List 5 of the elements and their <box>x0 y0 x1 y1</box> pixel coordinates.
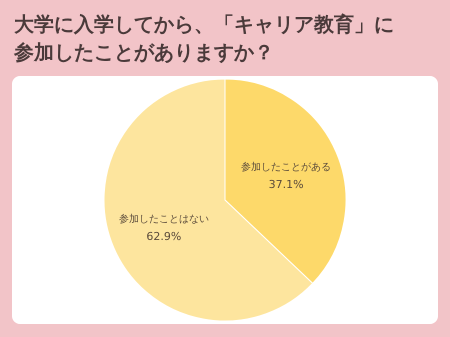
data-label: 37.1% <box>268 178 304 191</box>
chart-title: 大学に入学してから、「キャリア教育」に参加したことがありますか？ <box>14 11 395 66</box>
slice-label: 参加したことはない <box>118 213 209 226</box>
slice-label: 参加したことがある <box>241 160 332 173</box>
data-label: 62.9% <box>146 230 182 244</box>
